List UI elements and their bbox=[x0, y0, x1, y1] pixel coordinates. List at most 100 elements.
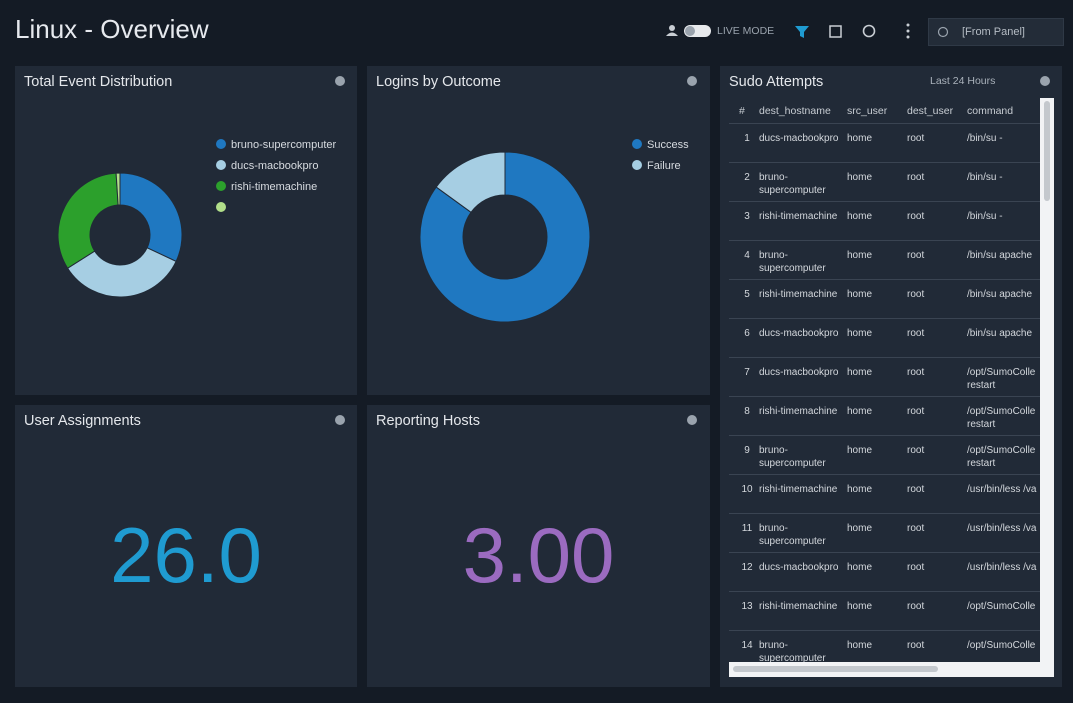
table-cell: /bin/su - bbox=[967, 172, 1003, 183]
table-cell: 10 bbox=[741, 484, 753, 495]
table-cell: rishi-timemachine bbox=[759, 289, 838, 300]
row-separator bbox=[729, 396, 1040, 397]
table-cell: 12 bbox=[741, 562, 753, 573]
table-cell: 3 bbox=[744, 211, 750, 222]
table-cell: home bbox=[847, 601, 873, 612]
table-cell: home bbox=[847, 406, 873, 417]
panel-title: Sudo Attempts bbox=[729, 74, 824, 90]
scrollbar[interactable] bbox=[1040, 98, 1054, 677]
single-value: 3.00 bbox=[462, 511, 615, 599]
table-cell: root bbox=[907, 172, 925, 183]
panel: Logins by Outcome Success Failure bbox=[367, 66, 710, 395]
live-mode-label[interactable]: LIVE MODE bbox=[717, 25, 775, 37]
panel-title: User Assignments bbox=[24, 413, 141, 429]
table-cell: home bbox=[847, 250, 873, 261]
info-icon[interactable] bbox=[335, 76, 345, 86]
table-cell: bruno-supercomputer bbox=[759, 172, 826, 196]
legend-swatch bbox=[216, 139, 226, 149]
table-cell: /bin/su apache bbox=[967, 328, 1033, 339]
panel-title: Reporting Hosts bbox=[376, 413, 480, 429]
time-range: [From Panel] bbox=[962, 26, 1025, 38]
row-separator bbox=[729, 357, 1040, 358]
info-icon[interactable] bbox=[687, 76, 697, 86]
legend-swatch bbox=[216, 181, 226, 191]
row-separator bbox=[729, 201, 1040, 202]
table-cell: /opt/SumoColle restart bbox=[967, 367, 1036, 391]
table-cell: 14 bbox=[741, 640, 753, 651]
donut-slice bbox=[435, 151, 506, 214]
table-cell: home bbox=[847, 328, 873, 339]
row-separator bbox=[729, 591, 1040, 592]
row-separator bbox=[729, 162, 1040, 163]
time-range-picker[interactable]: [From Panel] bbox=[928, 18, 1064, 46]
page-title: Linux - Overview bbox=[15, 14, 209, 44]
table-cell: /bin/su apache bbox=[967, 289, 1033, 300]
row-separator bbox=[729, 318, 1040, 319]
table-cell: root bbox=[907, 133, 925, 144]
donut-chart: Success Failure bbox=[419, 139, 689, 323]
donut-slice bbox=[57, 172, 119, 269]
single-value: 26.0 bbox=[110, 511, 262, 599]
row-separator bbox=[729, 630, 1040, 631]
row-separator bbox=[729, 123, 1040, 124]
scrollbar[interactable] bbox=[729, 662, 1054, 677]
table-cell: 9 bbox=[744, 445, 750, 456]
panel: Sudo Attempts Last 24 Hours # dest_hostna… bbox=[720, 66, 1062, 687]
column-header: # bbox=[739, 105, 745, 117]
donut-chart: bruno-supercomputer ducs-macbookpro rishi-… bbox=[57, 139, 337, 298]
table-cell: /opt/SumoColle bbox=[967, 601, 1036, 612]
table-cell: 6 bbox=[744, 328, 750, 339]
table-cell: 5 bbox=[744, 289, 750, 300]
table-cell: root bbox=[907, 250, 925, 261]
table-cell: bruno-supercomputer bbox=[759, 523, 826, 547]
table-cell: home bbox=[847, 211, 873, 222]
info-icon[interactable] bbox=[687, 415, 697, 425]
table-cell: rishi-timemachine bbox=[759, 211, 838, 222]
row-separator bbox=[729, 474, 1040, 475]
table-cell: rishi-timemachine bbox=[759, 601, 838, 612]
table-cell: home bbox=[847, 562, 873, 573]
panel: Total Event Distribution bruno-supercomp… bbox=[15, 66, 357, 395]
column-header: dest_user bbox=[907, 105, 954, 117]
table-cell: root bbox=[907, 601, 925, 612]
table-cell: root bbox=[907, 289, 925, 300]
panel-time-range: Last 24 Hours bbox=[930, 75, 996, 87]
column-header: src_user bbox=[847, 105, 888, 117]
table-cell: 1 bbox=[744, 133, 750, 144]
table-cell: home bbox=[847, 640, 873, 651]
table-cell: rishi-timemachine bbox=[759, 406, 838, 417]
info-icon[interactable] bbox=[1040, 76, 1050, 86]
table-cell: /opt/SumoColle bbox=[967, 640, 1036, 651]
panel: Reporting Hosts 3.00 bbox=[367, 405, 710, 687]
table-cell: bruno-supercomputer bbox=[759, 445, 826, 469]
table-cell: home bbox=[847, 523, 873, 534]
table-cell: root bbox=[907, 367, 925, 378]
table-cell: home bbox=[847, 133, 873, 144]
legend-swatch bbox=[632, 139, 642, 149]
table-cell: ducs-macbookpro bbox=[759, 133, 839, 144]
table-cell: root bbox=[907, 484, 925, 495]
table-cell: 13 bbox=[741, 601, 753, 612]
table-cell: home bbox=[847, 484, 873, 495]
table-cell: bruno-supercomputer bbox=[759, 640, 826, 663]
table-cell: ducs-macbookpro bbox=[759, 328, 839, 339]
table: # dest_hostname src_user dest_user command 1 d… bbox=[729, 98, 1040, 663]
table-cell: /usr/bin/less /va bbox=[967, 484, 1037, 495]
panel-title: Logins by Outcome bbox=[376, 74, 501, 90]
legend-swatch bbox=[632, 160, 642, 170]
row-separator bbox=[729, 240, 1040, 241]
table-cell: /bin/su apache bbox=[967, 250, 1033, 261]
legend-label: rishi-timemachine bbox=[231, 181, 317, 193]
toolbar-icons[interactable] bbox=[660, 20, 920, 44]
column-header: command bbox=[967, 105, 1014, 117]
row-separator bbox=[729, 513, 1040, 514]
donut-slice bbox=[419, 151, 591, 323]
table-cell: 4 bbox=[744, 250, 750, 261]
info-icon[interactable] bbox=[335, 415, 345, 425]
legend-label: ducs-macbookpro bbox=[231, 160, 318, 172]
table-cell: root bbox=[907, 328, 925, 339]
table-cell: root bbox=[907, 406, 925, 417]
row-separator bbox=[729, 552, 1040, 553]
table-cell: home bbox=[847, 445, 873, 456]
